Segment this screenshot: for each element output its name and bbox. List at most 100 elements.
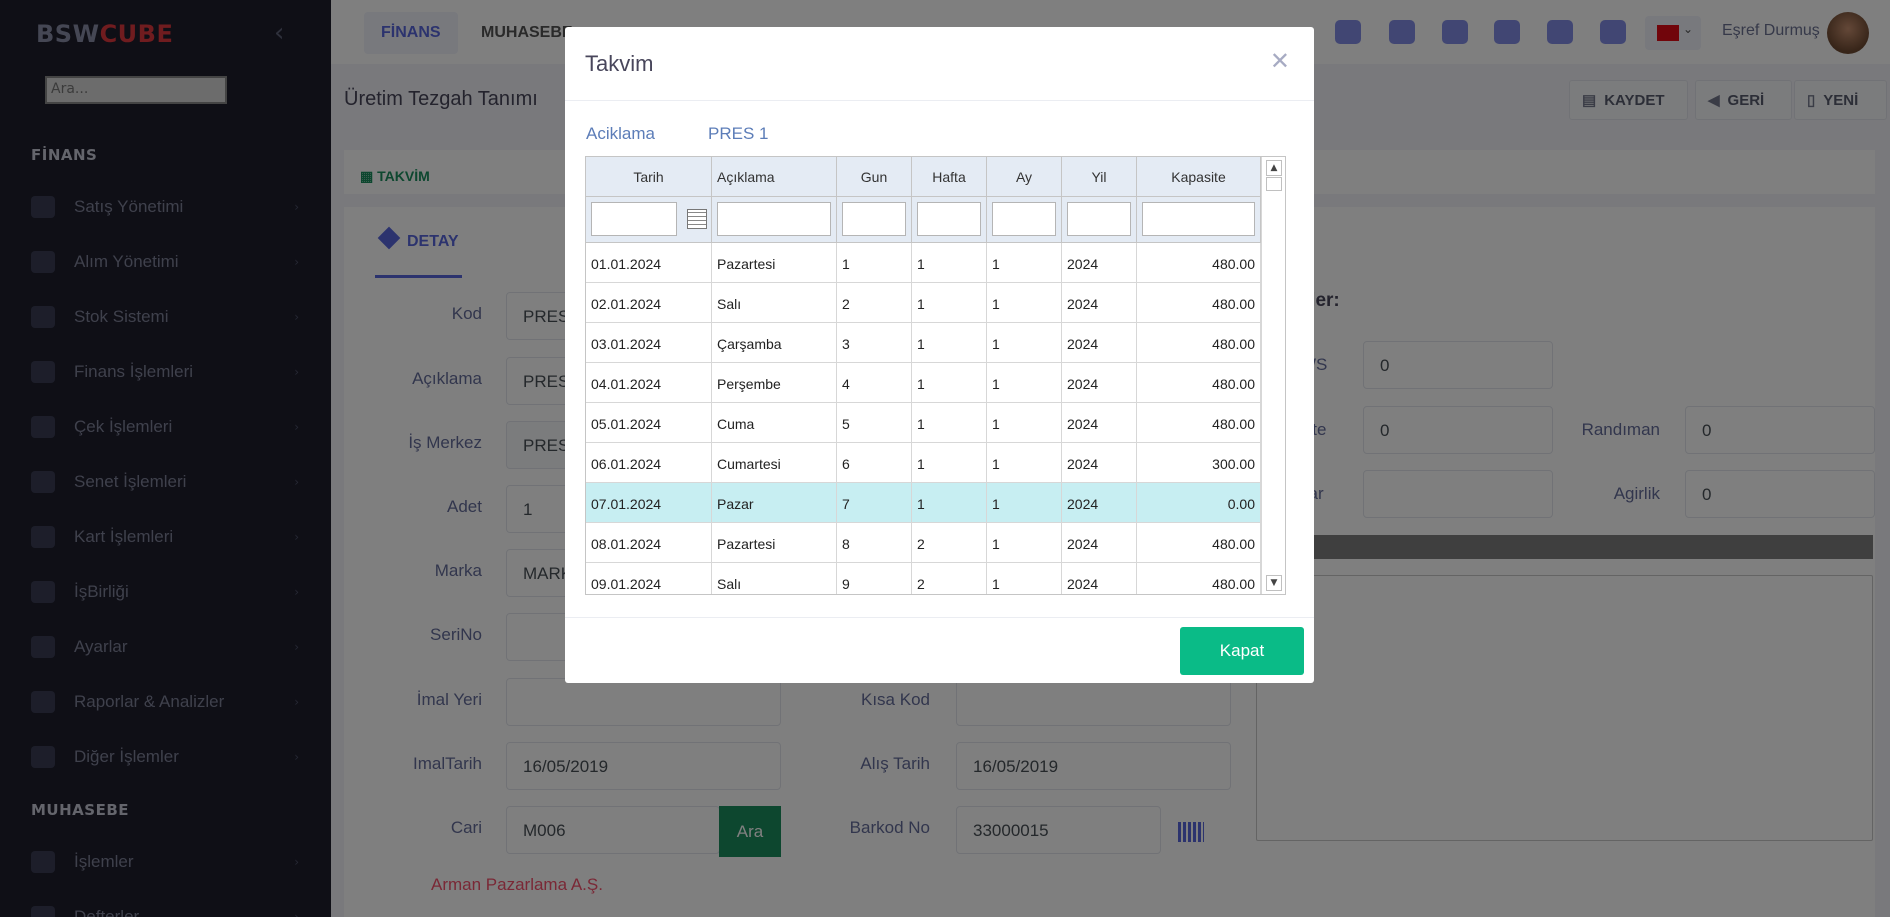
scroll-down-icon[interactable]: ▼: [1266, 575, 1282, 591]
table-cell-gun[interactable]: 4: [837, 363, 912, 403]
table-cell-gun[interactable]: 5: [837, 403, 912, 443]
column-header-gun[interactable]: Gun: [837, 157, 912, 197]
table-cell-ay[interactable]: 1: [987, 483, 1062, 523]
table-cell-yil[interactable]: 2024: [1062, 403, 1137, 443]
kapat-button[interactable]: Kapat: [1180, 627, 1304, 675]
table-cell-tarih[interactable]: 08.01.2024: [586, 523, 712, 563]
table-row[interactable]: 06.01.2024 Cumartesi 6 1 1 2024 300.00: [586, 443, 1261, 483]
table-cell-tarih[interactable]: 02.01.2024: [586, 283, 712, 323]
table-cell-yil[interactable]: 2024: [1062, 243, 1137, 283]
table-cell-aciklama[interactable]: Cuma: [712, 403, 837, 443]
aciklama-label: Aciklama: [586, 124, 655, 143]
table-cell-kapasite[interactable]: 480.00: [1137, 363, 1261, 403]
table-row[interactable]: 02.01.2024 Salı 2 1 1 2024 480.00: [586, 283, 1261, 323]
close-icon[interactable]: ✕: [1269, 47, 1290, 75]
table-cell-tarih[interactable]: 09.01.2024: [586, 563, 712, 594]
filter-cell-hafta: [912, 197, 987, 243]
table-cell-yil[interactable]: 2024: [1062, 483, 1137, 523]
table-cell-yil[interactable]: 2024: [1062, 443, 1137, 483]
scroll-up-icon[interactable]: ▲: [1266, 160, 1282, 176]
table-cell-kapasite[interactable]: 0.00: [1137, 483, 1261, 523]
column-header-ay[interactable]: Ay: [987, 157, 1062, 197]
modal-title: Takvim: [585, 51, 654, 76]
table-cell-hafta[interactable]: 1: [912, 283, 987, 323]
table-cell-yil[interactable]: 2024: [1062, 283, 1137, 323]
table-row[interactable]: 09.01.2024 Salı 9 2 1 2024 480.00: [586, 563, 1261, 594]
filter-input-yil[interactable]: [1067, 202, 1131, 236]
filter-input-aciklama[interactable]: [717, 202, 831, 236]
table-cell-hafta[interactable]: 2: [912, 563, 987, 594]
table-cell-aciklama[interactable]: Pazartesi: [712, 523, 837, 563]
table-cell-ay[interactable]: 1: [987, 443, 1062, 483]
table-cell-gun[interactable]: 3: [837, 323, 912, 363]
column-header-aciklama[interactable]: Açıklama: [712, 157, 837, 197]
vertical-scrollbar[interactable]: ▲ ▼: [1261, 157, 1285, 594]
table-cell-ay[interactable]: 1: [987, 403, 1062, 443]
filter-cell-tarih: [586, 197, 712, 243]
scroll-thumb[interactable]: [1266, 177, 1282, 191]
filter-cell-ay: [987, 197, 1062, 243]
table-cell-tarih[interactable]: 04.01.2024: [586, 363, 712, 403]
table-cell-kapasite[interactable]: 480.00: [1137, 523, 1261, 563]
table-cell-kapasite[interactable]: 480.00: [1137, 403, 1261, 443]
filter-cell-gun: [837, 197, 912, 243]
filter-input-kapasite[interactable]: [1142, 202, 1255, 236]
table-cell-gun[interactable]: 9: [837, 563, 912, 594]
table-cell-yil[interactable]: 2024: [1062, 363, 1137, 403]
table-row[interactable]: 03.01.2024 Çarşamba 3 1 1 2024 480.00: [586, 323, 1261, 363]
table-cell-kapasite[interactable]: 480.00: [1137, 323, 1261, 363]
table-row[interactable]: 07.01.2024 Pazar 7 1 1 2024 0.00: [586, 483, 1261, 523]
table-cell-kapasite[interactable]: 300.00: [1137, 443, 1261, 483]
table-row[interactable]: 05.01.2024 Cuma 5 1 1 2024 480.00: [586, 403, 1261, 443]
filter-input-tarih[interactable]: [591, 202, 677, 236]
table-cell-aciklama[interactable]: Salı: [712, 283, 837, 323]
table-cell-ay[interactable]: 1: [987, 323, 1062, 363]
calendar-icon[interactable]: [687, 209, 707, 229]
table-cell-gun[interactable]: 2: [837, 283, 912, 323]
table-row[interactable]: 04.01.2024 Perşembe 4 1 1 2024 480.00: [586, 363, 1261, 403]
column-header-hafta[interactable]: Hafta: [912, 157, 987, 197]
table-cell-aciklama[interactable]: Perşembe: [712, 363, 837, 403]
table-cell-gun[interactable]: 6: [837, 443, 912, 483]
column-header-tarih[interactable]: Tarih: [586, 157, 712, 197]
table-cell-aciklama[interactable]: Cumartesi: [712, 443, 837, 483]
table-cell-tarih[interactable]: 06.01.2024: [586, 443, 712, 483]
table-cell-hafta[interactable]: 1: [912, 483, 987, 523]
table-cell-gun[interactable]: 8: [837, 523, 912, 563]
table-cell-yil[interactable]: 2024: [1062, 523, 1137, 563]
table-cell-kapasite[interactable]: 480.00: [1137, 243, 1261, 283]
table-cell-ay[interactable]: 1: [987, 563, 1062, 594]
table-cell-gun[interactable]: 7: [837, 483, 912, 523]
table-cell-ay[interactable]: 1: [987, 363, 1062, 403]
table-cell-kapasite[interactable]: 480.00: [1137, 283, 1261, 323]
table-cell-ay[interactable]: 1: [987, 523, 1062, 563]
filter-input-hafta[interactable]: [917, 202, 981, 236]
table-cell-hafta[interactable]: 1: [912, 443, 987, 483]
table-cell-aciklama[interactable]: Pazartesi: [712, 243, 837, 283]
table-cell-aciklama[interactable]: Pazar: [712, 483, 837, 523]
filter-input-gun[interactable]: [842, 202, 906, 236]
table-cell-ay[interactable]: 1: [987, 243, 1062, 283]
table-cell-tarih[interactable]: 05.01.2024: [586, 403, 712, 443]
aciklama-value: PRES 1: [708, 124, 769, 143]
table-cell-gun[interactable]: 1: [837, 243, 912, 283]
table-cell-tarih[interactable]: 07.01.2024: [586, 483, 712, 523]
table-cell-aciklama[interactable]: Çarşamba: [712, 323, 837, 363]
column-header-kapasite[interactable]: Kapasite: [1137, 157, 1261, 197]
table-cell-hafta[interactable]: 1: [912, 403, 987, 443]
table-row[interactable]: 01.01.2024 Pazartesi 1 1 1 2024 480.00: [586, 243, 1261, 283]
table-cell-yil[interactable]: 2024: [1062, 323, 1137, 363]
table-cell-tarih[interactable]: 03.01.2024: [586, 323, 712, 363]
filter-input-ay[interactable]: [992, 202, 1056, 236]
table-row[interactable]: 08.01.2024 Pazartesi 8 2 1 2024 480.00: [586, 523, 1261, 563]
table-cell-hafta[interactable]: 1: [912, 323, 987, 363]
table-cell-yil[interactable]: 2024: [1062, 563, 1137, 594]
table-cell-tarih[interactable]: 01.01.2024: [586, 243, 712, 283]
table-cell-aciklama[interactable]: Salı: [712, 563, 837, 594]
column-header-yil[interactable]: Yil: [1062, 157, 1137, 197]
table-cell-ay[interactable]: 1: [987, 283, 1062, 323]
table-cell-hafta[interactable]: 1: [912, 363, 987, 403]
table-cell-hafta[interactable]: 2: [912, 523, 987, 563]
table-cell-kapasite[interactable]: 480.00: [1137, 563, 1261, 594]
table-cell-hafta[interactable]: 1: [912, 243, 987, 283]
